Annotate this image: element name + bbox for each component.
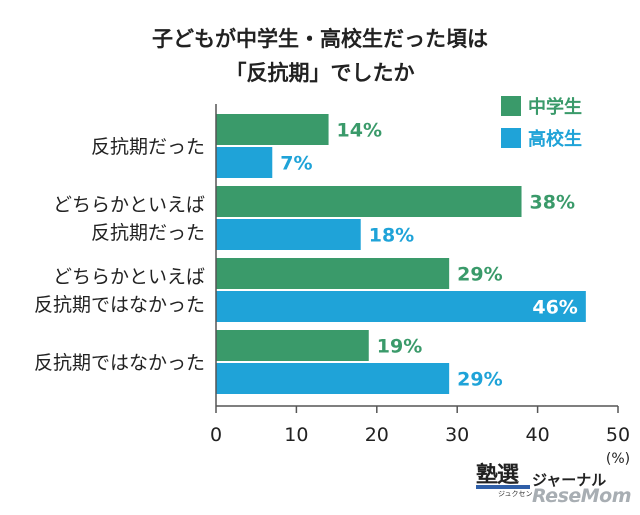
logo-main-text: 塾選 [476, 462, 519, 488]
value-label-middle-0: 14% [337, 120, 382, 142]
category-label-1-1: 反抗期だった [91, 222, 205, 244]
category-label-3-0: 反抗期ではなかった [34, 352, 205, 374]
value-label-high-3: 29% [457, 369, 502, 391]
legend-swatch-middle [501, 96, 521, 116]
category-label-2-1: 反抗期ではなかった [34, 294, 205, 316]
legend-label-high: 高校生 [528, 128, 582, 150]
value-label-high-1: 18% [369, 225, 414, 247]
chart-title: 子どもが中学生・高校生だった頃は 「反抗期」でしたか [0, 22, 640, 90]
x-tick-label-3: 30 [445, 424, 469, 446]
x-tick-label-1: 10 [284, 424, 308, 446]
bar-middle-1 [216, 186, 522, 217]
category-label-2-0: どちらかといえば [53, 266, 205, 288]
bar-middle-3 [216, 330, 369, 361]
value-label-middle-3: 19% [377, 336, 422, 358]
x-tick-label-2: 20 [365, 424, 389, 446]
bar-high-0 [216, 147, 273, 178]
bar-high-2 [216, 291, 586, 322]
x-tick-label-0: 0 [210, 424, 222, 446]
value-label-middle-1: 38% [530, 192, 575, 214]
chart-title-line-2: 「反抗期」でしたか [225, 61, 415, 85]
legend-swatch-high [501, 128, 521, 148]
unit-label: (%) [606, 451, 630, 467]
logo-underline [476, 485, 530, 489]
logo-sub-text: ジャーナル [532, 471, 607, 489]
bar-middle-2 [216, 258, 450, 289]
footer-logo: 塾選 ジャーナル ジュクセン ReseMom [476, 455, 636, 513]
chart-title-line-1: 子どもが中学生・高校生だった頃は [152, 27, 488, 51]
category-label-1-0: どちらかといえば [53, 194, 205, 216]
logo-small-text: ジュクセン [498, 490, 533, 498]
watermark: ReseMom [532, 485, 632, 507]
bar-high-3 [216, 363, 450, 394]
value-label-high-0: 7% [280, 153, 312, 175]
value-label-middle-2: 29% [457, 264, 502, 286]
x-tick-label-4: 40 [526, 424, 550, 446]
category-label-0-0: 反抗期だった [91, 136, 205, 158]
legend-label-middle: 中学生 [528, 96, 582, 118]
x-tick-label-5: 50 [606, 424, 630, 446]
bar-middle-0 [216, 114, 329, 145]
value-label-high-2: 46% [532, 297, 577, 319]
bar-high-1 [216, 219, 361, 250]
